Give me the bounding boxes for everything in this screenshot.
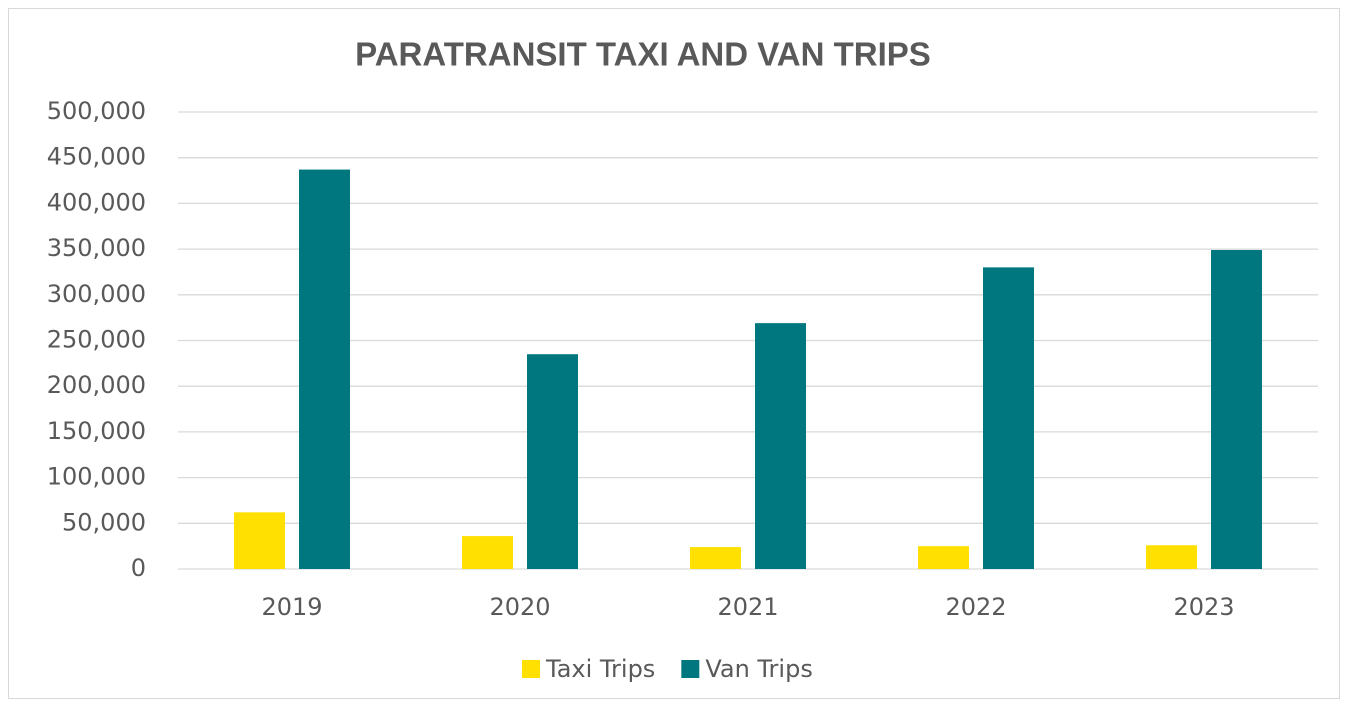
x-tick-label: 2022 (945, 593, 1006, 621)
bar (690, 547, 741, 569)
chart-border (8, 8, 1340, 699)
y-tick-label: 300,000 (47, 280, 146, 308)
y-tick-label: 200,000 (47, 371, 146, 399)
bar (918, 546, 969, 569)
y-tick-label: 400,000 (47, 188, 146, 216)
y-tick-label: 50,000 (62, 508, 146, 536)
y-tick-label: 0 (131, 554, 146, 582)
bar (1146, 545, 1197, 569)
x-tick-label: 2020 (489, 593, 550, 621)
x-tick-label: 2019 (261, 593, 322, 621)
y-tick-label: 250,000 (47, 326, 146, 354)
bar (527, 354, 578, 569)
y-tick-label: 350,000 (47, 234, 146, 262)
x-tick-label: 2023 (1173, 593, 1234, 621)
y-tick-label: 500,000 (47, 97, 146, 125)
legend-label: Van Trips (705, 655, 813, 683)
bar (299, 169, 350, 569)
bar (1211, 250, 1262, 569)
bar (234, 512, 285, 569)
chart-title: PARATRANSIT TAXI AND VAN TRIPS (355, 36, 931, 73)
legend-swatch (522, 660, 540, 678)
y-tick-label: 150,000 (47, 417, 146, 445)
legend-label: Taxi Trips (545, 655, 655, 683)
x-tick-label: 2021 (717, 593, 778, 621)
bar (983, 267, 1034, 569)
y-tick-label: 100,000 (47, 463, 146, 491)
y-tick-label: 450,000 (47, 143, 146, 171)
bar (755, 323, 806, 569)
bar (462, 536, 513, 569)
legend-swatch (681, 660, 700, 678)
